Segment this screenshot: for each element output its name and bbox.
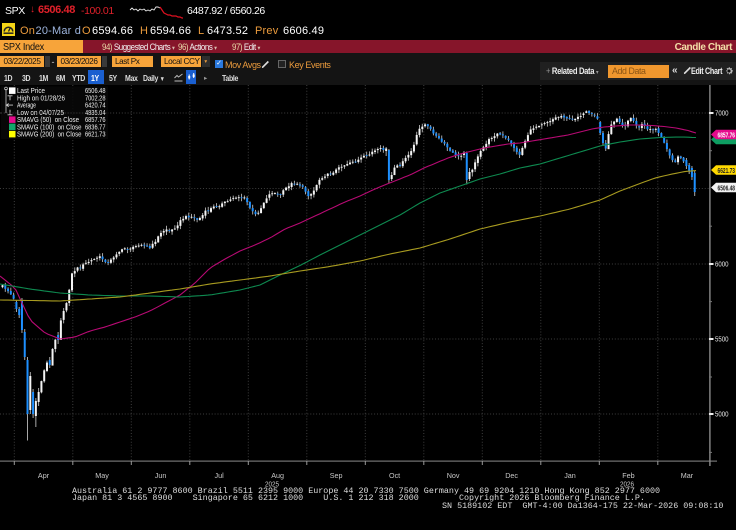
svg-text:Apr: Apr: [38, 471, 50, 480]
svg-text:6420.74: 6420.74: [85, 103, 106, 110]
svg-text:6000: 6000: [715, 260, 729, 269]
svg-text:SMAVG (200) on Close: SMAVG (200) on Close: [17, 132, 82, 139]
svg-text:6836.77: 6836.77: [85, 124, 106, 131]
svg-text:Last Price: Last Price: [17, 88, 45, 95]
svg-text:May: May: [95, 471, 109, 480]
svg-text:6506.48: 6506.48: [85, 88, 106, 95]
svg-text:6621.73: 6621.73: [85, 132, 106, 139]
svg-text:6621.73: 6621.73: [718, 166, 736, 175]
svg-text:7002.28: 7002.28: [85, 95, 106, 102]
svg-text:Sep: Sep: [330, 471, 343, 480]
svg-text:4835.04: 4835.04: [85, 110, 106, 117]
svg-text:SMAVG (50) on Close: SMAVG (50) on Close: [17, 117, 79, 124]
svg-text:High on 01/28/26: High on 01/28/26: [17, 95, 65, 102]
svg-text:Jan: Jan: [564, 471, 576, 480]
svg-text:Aug: Aug: [271, 471, 284, 480]
svg-text:5500: 5500: [715, 335, 729, 344]
svg-text:6506.48: 6506.48: [718, 183, 736, 192]
svg-text:Oct: Oct: [389, 471, 400, 480]
svg-text:5000: 5000: [715, 410, 729, 419]
svg-text:7000: 7000: [715, 109, 729, 118]
svg-text:Low on 04/07/25: Low on 04/07/25: [17, 110, 64, 117]
svg-text:SMAVG (100) on Close: SMAVG (100) on Close: [17, 124, 82, 131]
svg-text:Feb: Feb: [622, 471, 634, 480]
svg-text:Nov: Nov: [447, 471, 460, 480]
svg-text:6857.76: 6857.76: [85, 117, 106, 124]
svg-text:6857.76: 6857.76: [718, 130, 736, 139]
svg-text:Jul: Jul: [214, 471, 224, 480]
svg-text:Dec: Dec: [505, 471, 518, 480]
svg-text:Mar: Mar: [681, 471, 694, 480]
svg-text:2025: 2025: [265, 480, 279, 489]
svg-text:Jun: Jun: [155, 471, 167, 480]
svg-text:2026: 2026: [620, 480, 634, 489]
svg-text:Average: Average: [17, 103, 36, 110]
